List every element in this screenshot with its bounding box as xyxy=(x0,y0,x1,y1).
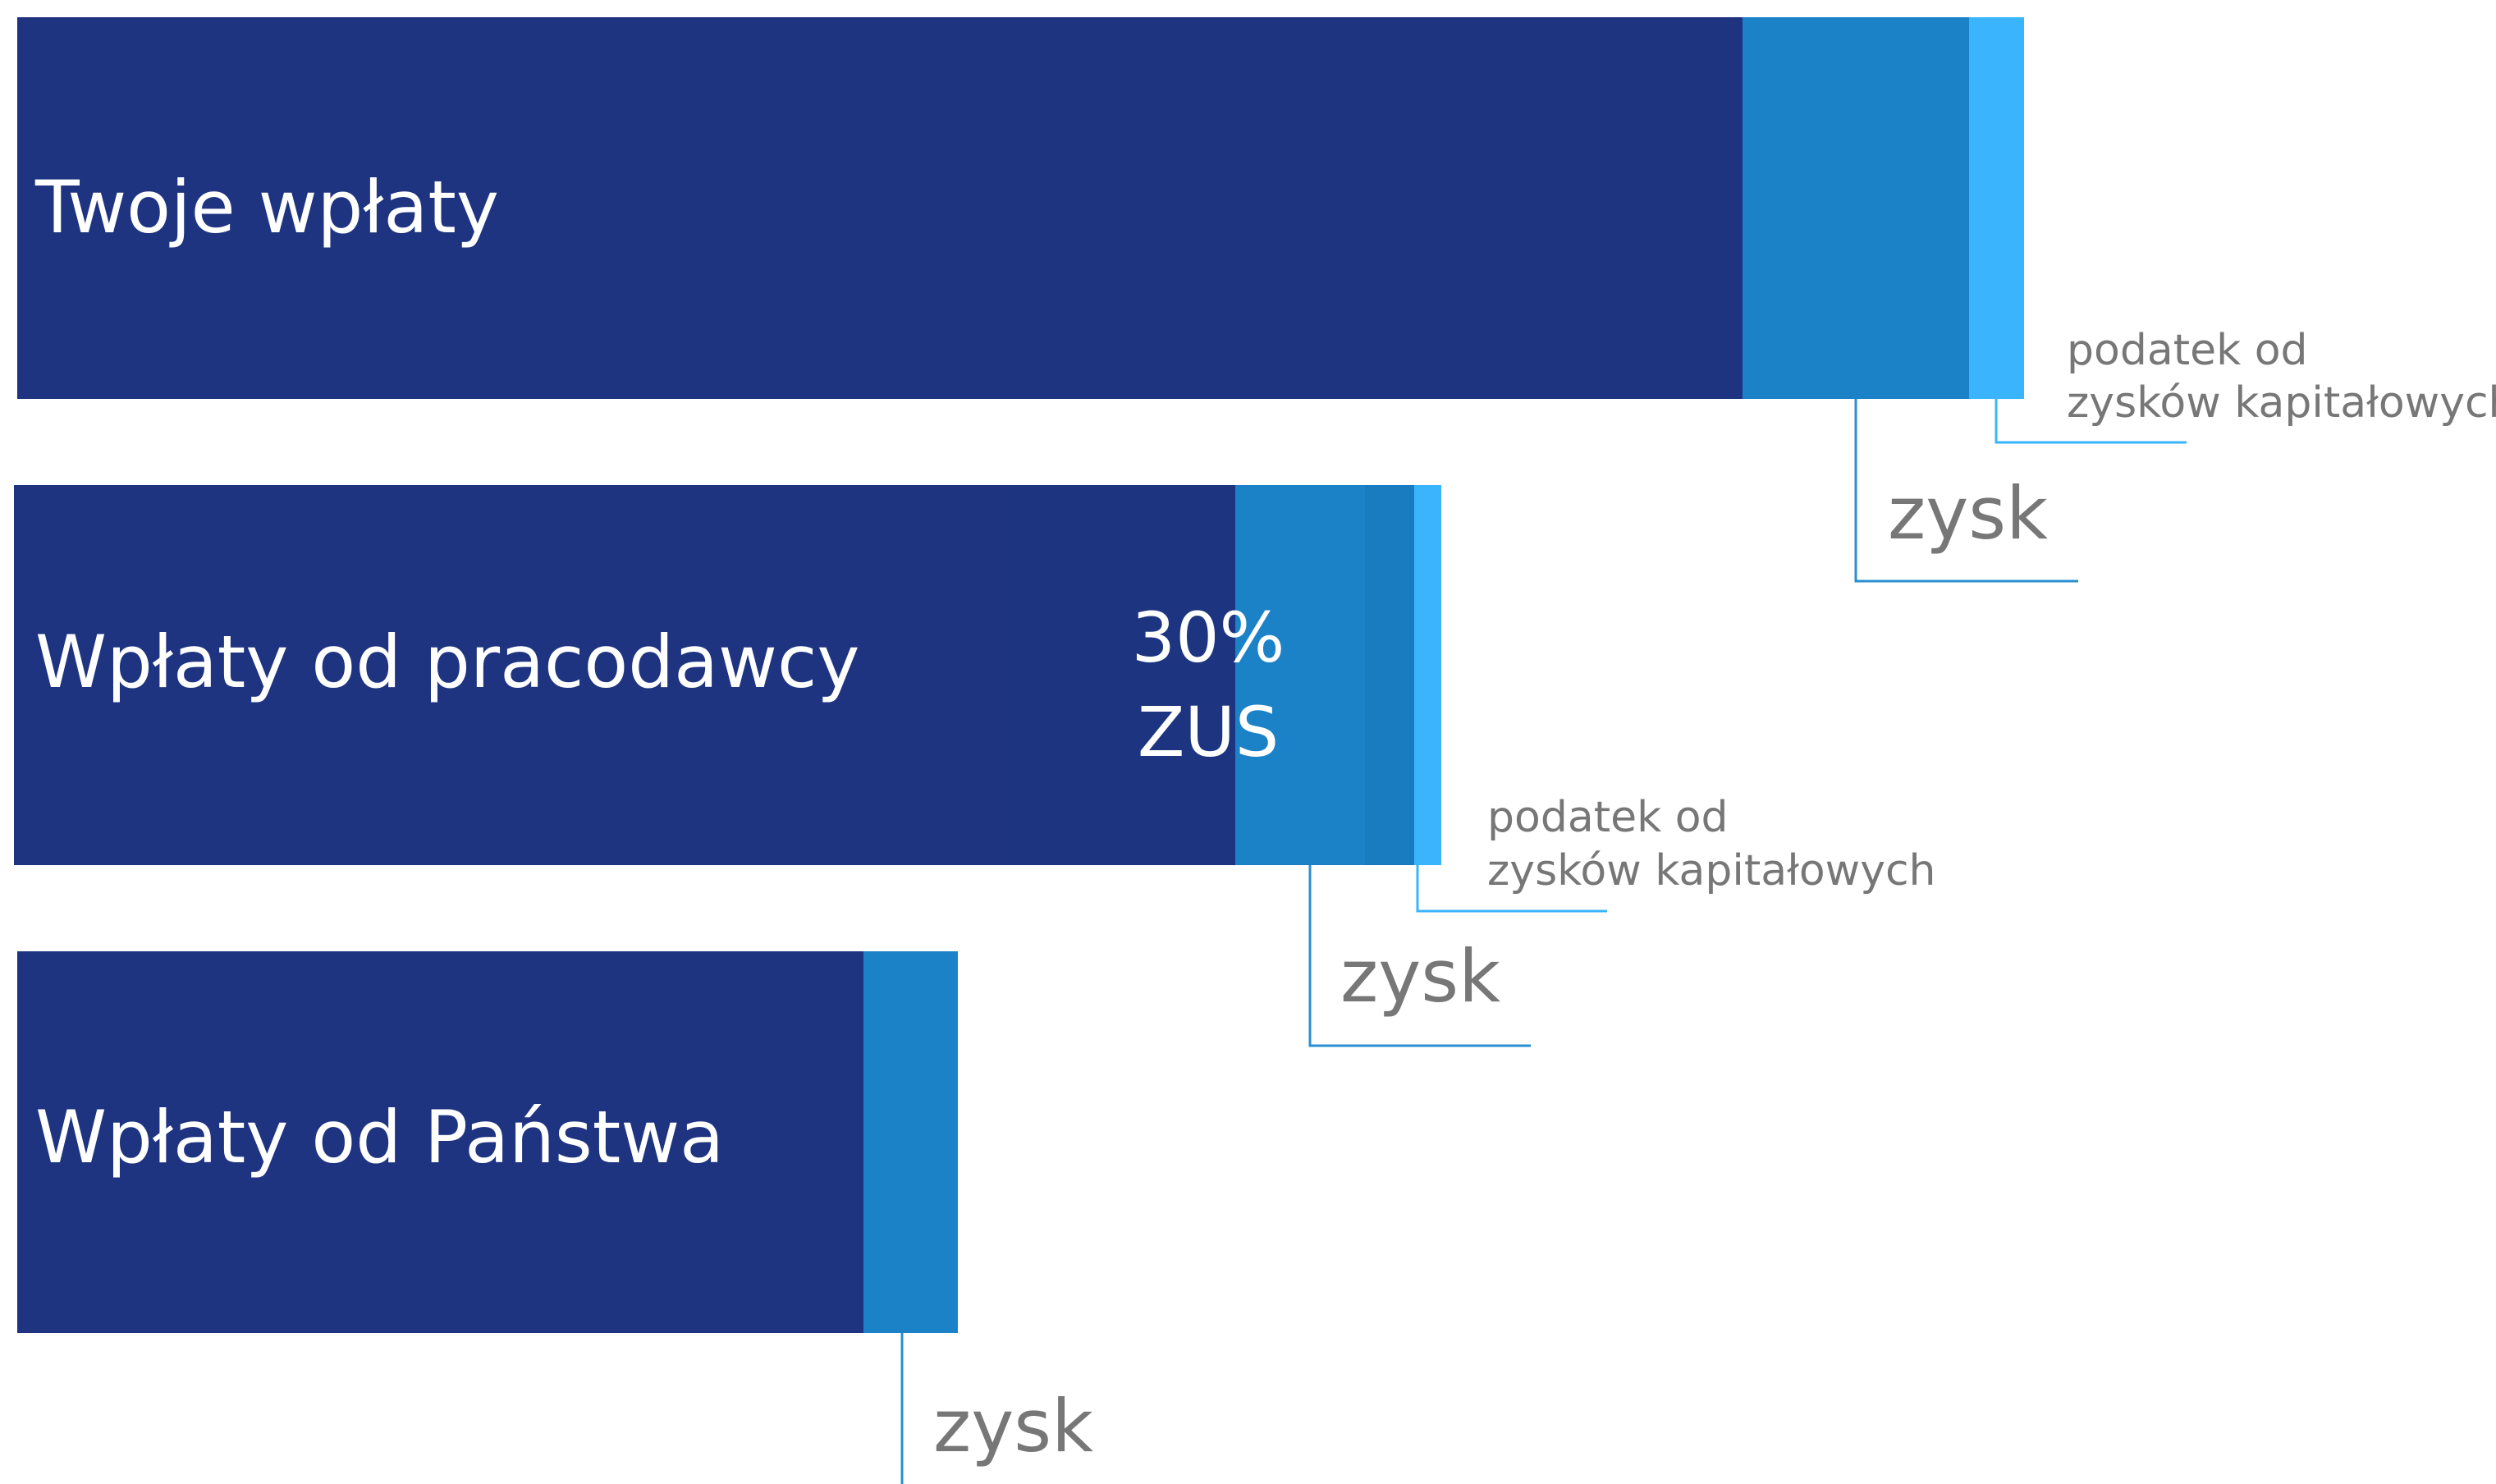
leader-line xyxy=(1308,865,1531,1047)
tax-label: podatek od xyxy=(2067,326,2308,375)
bar-gain xyxy=(1743,17,1969,399)
bar-gain xyxy=(1365,485,1414,865)
bar-tax xyxy=(1969,17,2024,399)
bar-contributions xyxy=(17,951,863,1333)
leader-line xyxy=(1416,865,1607,913)
zus-note: ZUS xyxy=(1138,692,1279,772)
zus-note: 30% xyxy=(1132,598,1285,678)
gain-label: zysk xyxy=(1340,934,1500,1019)
tax-label: zysków kapitałowych xyxy=(2067,378,2496,428)
bar-gain xyxy=(863,951,958,1333)
bar-zus xyxy=(1010,485,1235,865)
row-label: Twoje wpłaty xyxy=(34,165,499,250)
row-label: Wpłaty od pracodawcy xyxy=(35,620,859,704)
gain-label: zysk xyxy=(1888,471,2048,556)
row-label: Wpłaty od Państwa xyxy=(35,1095,724,1179)
gain-label: zysk xyxy=(933,1384,1093,1468)
bar-tax xyxy=(1414,485,1441,865)
leader-line xyxy=(1854,399,2078,583)
tax-label: podatek od xyxy=(1487,793,1729,842)
leader-line xyxy=(1995,399,2187,444)
bar-gain xyxy=(1235,485,1365,865)
bar-contributions xyxy=(17,17,1743,399)
tax-label: zysków kapitałowych xyxy=(1487,846,1936,895)
